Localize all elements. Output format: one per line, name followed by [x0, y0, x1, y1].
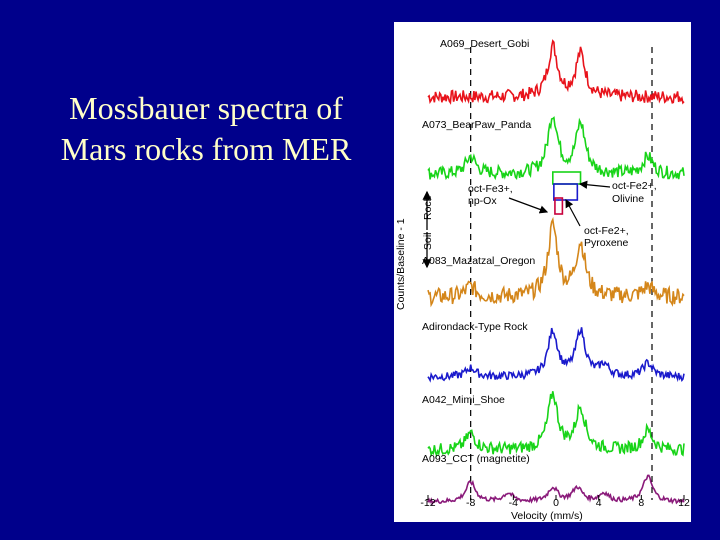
x-axis-label: Velocity (mm/s) — [511, 510, 583, 522]
x-tick-label-4: 4 — [596, 497, 602, 509]
x-axis-ticks: -12 -8 -4 0 4 8 12 — [420, 495, 690, 509]
rock-soil-indicator: Rock Soil — [422, 190, 434, 269]
x-tick-label-0: -12 — [420, 497, 435, 509]
spectrum-line-6 — [427, 474, 685, 506]
series-label-3: A083_Mazatzal_Oregon — [422, 255, 535, 267]
olivine-marker — [552, 171, 582, 185]
spectrum-line-4 — [427, 327, 685, 383]
soil-label: Soil — [422, 232, 434, 250]
series-label-6: A093_CCT (magnetite) — [422, 453, 530, 465]
x-tick-label-1: -8 — [466, 497, 475, 509]
series-label-5: A042_Mimi_Shoe — [422, 394, 505, 406]
series-label-1: A069_Desert_Gobi — [440, 38, 529, 50]
annotation-group: oct-Fe3+, np-Ox oct-Fe2+, Olivine oct-Fe… — [468, 171, 657, 249]
slide-title-line-2: Mars rocks from MER — [60, 131, 352, 167]
x-tick-label-2: -4 — [509, 497, 518, 509]
fe3-marker — [554, 197, 564, 215]
annotation-arrow-fe3 — [508, 197, 549, 214]
annotation-olivine-line2: Olivine — [612, 193, 644, 205]
spectrum-line-5 — [427, 391, 685, 458]
annotation-fe3-line2: np-Ox — [468, 195, 497, 207]
x-tick-label-5: 8 — [638, 497, 644, 509]
spectra-chart: A069_Desert_Gobi A073_BearPaw_Panda A083_M… — [395, 38, 690, 522]
y-axis-label: Counts/Baseline - 1 — [395, 218, 407, 310]
x-tick-label-6: 12 — [678, 497, 690, 509]
label-layer: A069_Desert_Gobi A073_BearPaw_Panda A083_M… — [422, 38, 535, 465]
rock-label: Rock — [422, 195, 434, 220]
annotation-arrow-olivine — [578, 180, 611, 189]
x-tick-label-3: 0 — [553, 497, 559, 509]
series-label-4: Adirondack-Type Rock — [422, 321, 528, 333]
spectrum-line-3 — [427, 216, 685, 308]
slide-title-line-1: Mossbauer spectra of — [69, 90, 343, 126]
annotation-boxes — [552, 171, 582, 215]
annotation-pyroxene-line2: Pyroxene — [584, 237, 629, 249]
series-layer — [427, 39, 685, 506]
spectrum-line-2 — [427, 116, 685, 181]
mossbauer-figure: A069_Desert_Gobi A073_BearPaw_Panda A083_M… — [394, 22, 691, 522]
series-label-2: A073_BearPaw_Panda — [422, 119, 531, 131]
annotation-olivine-line1: oct-Fe2+, — [612, 180, 657, 192]
slide-title: Mossbauer spectra of Mars rocks from MER — [22, 88, 390, 170]
annotation-fe3-line1: oct-Fe3+, — [468, 183, 513, 195]
spectrum-line-1 — [427, 39, 685, 105]
annotation-arrow-pyroxene — [565, 198, 581, 227]
annotation-pyroxene-line1: oct-Fe2+, — [584, 225, 629, 237]
